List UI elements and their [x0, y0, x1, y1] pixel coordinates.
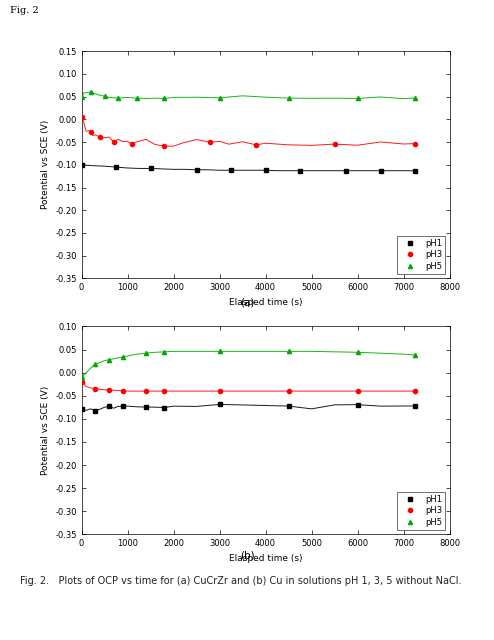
Text: (b): (b) — [240, 550, 254, 561]
Text: Fig. 2: Fig. 2 — [10, 6, 39, 15]
pH1 — [113, 163, 119, 171]
Text: (a): (a) — [240, 298, 254, 308]
pH5 — [106, 356, 112, 364]
pH1 — [92, 407, 98, 415]
pH3 — [253, 141, 259, 148]
pH5 — [286, 94, 291, 102]
pH3 — [162, 142, 167, 150]
pH3 — [106, 387, 112, 394]
pH5 — [355, 95, 361, 102]
pH1 — [194, 166, 200, 173]
pH1 — [355, 401, 361, 408]
pH3 — [207, 138, 213, 146]
pH1 — [216, 401, 222, 408]
pH5 — [162, 95, 167, 102]
pH3 — [111, 138, 117, 146]
pH1 — [377, 167, 383, 175]
pH1 — [162, 404, 167, 412]
pH5 — [102, 92, 108, 100]
pH1 — [343, 167, 349, 175]
pH1 — [286, 402, 291, 410]
Line: pH1: pH1 — [80, 403, 417, 413]
pH3 — [355, 387, 361, 395]
pH5 — [92, 360, 98, 368]
pH5 — [143, 349, 149, 357]
X-axis label: Elasped time (s): Elasped time (s) — [229, 298, 302, 307]
Text: Fig. 2.   Plots of OCP vs time for (a) CuCrZr and (b) Cu in solutions pH 1, 3, 5: Fig. 2. Plots of OCP vs time for (a) CuC… — [20, 576, 461, 586]
Y-axis label: Potential vs SCE (V): Potential vs SCE (V) — [41, 120, 49, 209]
pH5 — [79, 93, 84, 100]
pH1 — [297, 167, 303, 175]
pH3 — [120, 387, 126, 394]
X-axis label: Elasped time (s): Elasped time (s) — [229, 554, 302, 563]
Line: pH3: pH3 — [80, 380, 417, 393]
Line: pH5: pH5 — [80, 90, 417, 100]
pH3 — [88, 128, 94, 136]
pH1 — [79, 161, 84, 168]
Y-axis label: Potential vs SCE (V): Potential vs SCE (V) — [41, 386, 49, 475]
pH1 — [228, 166, 234, 174]
Line: pH3: pH3 — [80, 115, 417, 148]
pH1 — [263, 166, 269, 174]
pH1 — [148, 164, 154, 172]
pH5 — [412, 351, 418, 359]
Legend: pH1, pH3, pH5: pH1, pH3, pH5 — [397, 492, 446, 530]
pH1 — [412, 167, 418, 175]
pH1 — [120, 403, 126, 410]
pH5 — [162, 348, 167, 356]
pH5 — [134, 94, 140, 102]
pH5 — [116, 95, 122, 102]
pH3 — [79, 113, 84, 121]
Line: pH5: pH5 — [80, 349, 417, 380]
pH3 — [97, 132, 103, 140]
pH5 — [355, 348, 361, 356]
pH1 — [412, 402, 418, 410]
pH5 — [79, 373, 84, 381]
pH3 — [162, 387, 167, 395]
pH1 — [79, 405, 84, 413]
pH5 — [216, 348, 222, 355]
pH1 — [143, 403, 149, 411]
pH3 — [331, 140, 337, 148]
pH3 — [286, 387, 291, 395]
pH3 — [412, 387, 418, 395]
pH3 — [412, 140, 418, 147]
pH5 — [286, 348, 291, 355]
pH5 — [88, 88, 94, 96]
pH5 — [120, 353, 126, 361]
Line: pH1: pH1 — [80, 163, 417, 173]
pH1 — [106, 403, 112, 410]
pH5 — [216, 94, 222, 102]
pH3 — [79, 378, 84, 386]
Legend: pH1, pH3, pH5: pH1, pH3, pH5 — [397, 236, 446, 274]
pH3 — [129, 140, 135, 148]
pH3 — [216, 387, 222, 395]
pH5 — [412, 94, 418, 102]
pH3 — [92, 385, 98, 392]
pH3 — [143, 387, 149, 395]
